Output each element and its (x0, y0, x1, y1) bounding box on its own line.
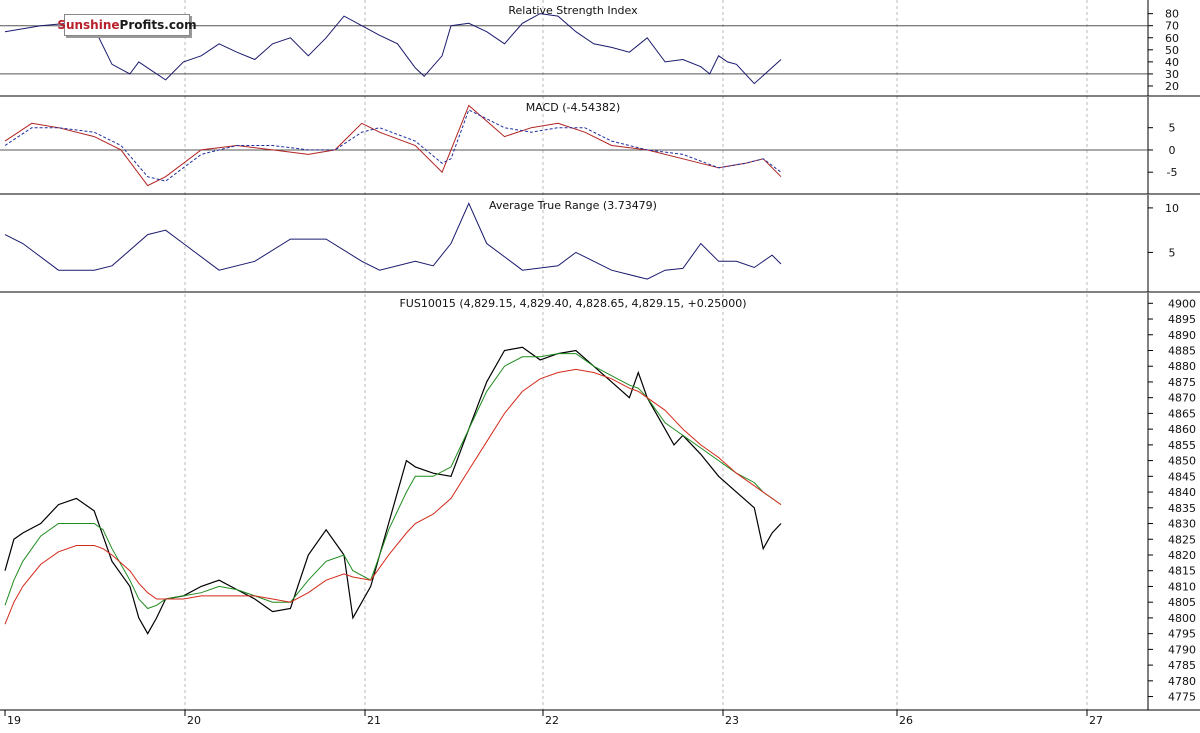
y-tick-label: 4875 (1168, 376, 1196, 389)
y-tick-label: 4840 (1168, 486, 1196, 499)
y-tick-label: 4785 (1168, 659, 1196, 672)
y-tick-label: 0 (1169, 144, 1176, 157)
y-tick-label: 4885 (1168, 344, 1196, 357)
panel-title: Average True Range (3.73479) (489, 199, 657, 212)
y-tick-label: 30 (1165, 68, 1179, 81)
sunshine-profits-logo: Sunshine Profits.com (57, 14, 197, 36)
y-tick-label: 4805 (1168, 596, 1196, 609)
y-tick-label: 4900 (1168, 297, 1196, 310)
series-line-0 (4, 202, 782, 280)
y-tick-label: 4775 (1168, 691, 1196, 704)
y-tick-label: 4800 (1168, 612, 1196, 625)
y-tick-label: 4845 (1168, 470, 1196, 483)
x-tick-label: 21 (367, 714, 381, 727)
y-tick-label: 4820 (1168, 549, 1196, 562)
y-tick-label: 4870 (1168, 392, 1196, 405)
x-tick-label: 23 (725, 714, 739, 727)
y-tick-label: 4780 (1168, 675, 1196, 688)
panel-3: 4775 4780 4785 4790 4795 4800 4805 4810 4815 4820… (0, 293, 1200, 711)
y-tick-label: 4890 (1168, 329, 1196, 342)
y-tick-label: 4790 (1168, 643, 1196, 656)
series-line-2 (4, 368, 782, 625)
y-tick-label: -5 (1167, 166, 1178, 179)
series-line-0 (4, 346, 782, 635)
y-tick-label: 40 (1165, 56, 1179, 69)
series-line-0 (4, 13, 782, 85)
panel-title: MACD (-4.54382) (526, 101, 621, 114)
y-tick-label: 5 (1169, 246, 1176, 259)
y-tick-label: 4835 (1168, 502, 1196, 515)
x-tick-label: 26 (899, 714, 913, 727)
y-tick-label: 10 (1165, 202, 1179, 215)
y-tick-label: 4810 (1168, 580, 1196, 593)
y-tick-label: 4815 (1168, 565, 1196, 578)
y-tick-label: 50 (1165, 44, 1179, 57)
y-tick-label: 4880 (1168, 360, 1196, 373)
x-tick-label: 22 (545, 714, 559, 727)
y-tick-label: 4895 (1168, 313, 1196, 326)
panel-title: Relative Strength Index (508, 4, 638, 17)
y-tick-label: 4795 (1168, 628, 1196, 641)
panel-title: FUS10015 (4,829.15, 4,829.40, 4,828.65, … (399, 297, 746, 310)
y-tick-label: 4855 (1168, 439, 1196, 452)
panel-2: 5 10 Average True Range (3.73479) (0, 195, 1200, 293)
x-tick-label: 27 (1089, 714, 1103, 727)
x-tick-label: 20 (187, 714, 201, 727)
logo-part-profits: Profits.com (119, 18, 197, 32)
y-tick-label: 4825 (1168, 533, 1196, 546)
y-tick-label: 60 (1165, 32, 1179, 45)
series-line-1 (4, 109, 782, 182)
logo-part-sunshine: Sunshine (57, 18, 120, 32)
y-tick-label: 4865 (1168, 407, 1196, 420)
series-line-1 (4, 353, 782, 610)
y-tick-label: 20 (1165, 80, 1179, 93)
series-line-0 (4, 104, 782, 187)
y-tick-label: 70 (1165, 20, 1179, 33)
x-tick-label: 19 (7, 714, 21, 727)
y-tick-label: 5 (1169, 122, 1176, 135)
y-tick-label: 4850 (1168, 455, 1196, 468)
y-tick-label: 4860 (1168, 423, 1196, 436)
y-tick-label: 4830 (1168, 518, 1196, 531)
panel-1: -5 0 5 MACD (-4.54382) (0, 97, 1200, 195)
y-tick-label: 80 (1165, 8, 1179, 21)
